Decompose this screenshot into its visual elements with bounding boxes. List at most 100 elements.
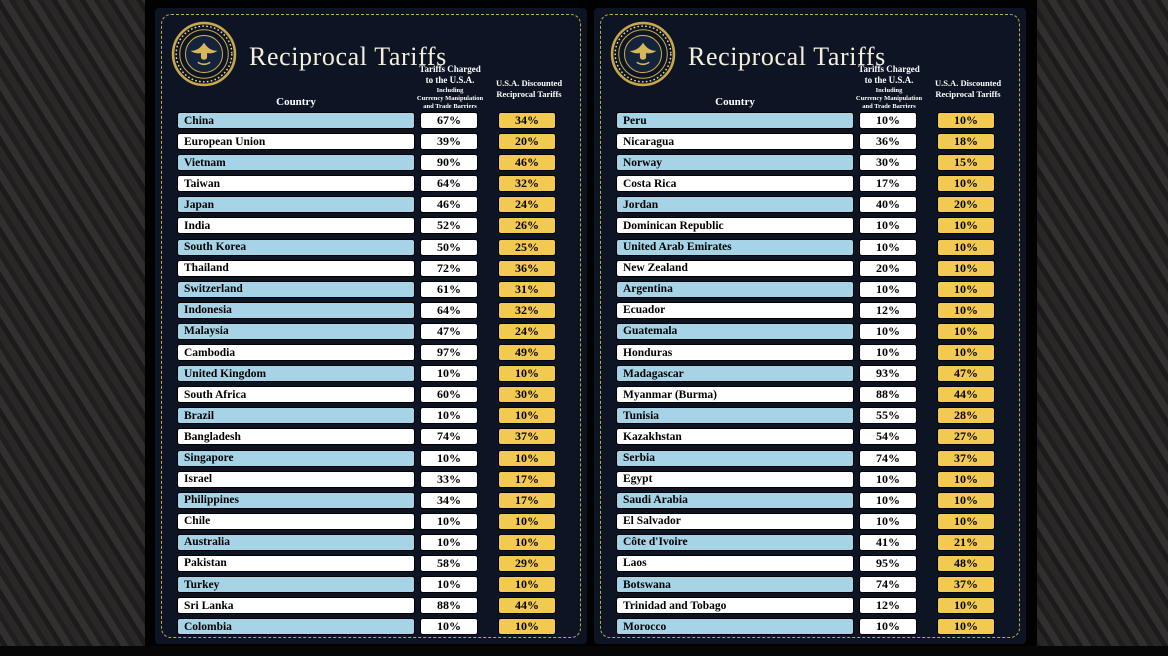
country-cell: Pakistan — [177, 554, 415, 572]
table-row: Dominican Republic 10% 10% — [616, 217, 1008, 235]
discounted-tariff-cell: 37% — [498, 428, 556, 446]
charged-tariff-cell: 88% — [859, 386, 917, 404]
discounted-tariff-cell: 28% — [937, 407, 995, 425]
discounted-tariff-cell: 32% — [498, 301, 556, 319]
table-row: El Salvador 10% 10% — [616, 512, 1008, 530]
discounted-tariff-cell: 10% — [937, 238, 995, 256]
charged-column-header: Tariffs Charged to the U.S.A. Including … — [409, 64, 491, 112]
table-row: Chile 10% 10% — [177, 512, 569, 530]
country-cell: Sri Lanka — [177, 597, 415, 615]
country-cell: Bangladesh — [177, 428, 415, 446]
discounted-tariff-cell: 48% — [937, 554, 995, 572]
discounted-tariff-cell: 10% — [498, 407, 556, 425]
country-cell: Ecuador — [616, 301, 854, 319]
discounted-tariff-cell: 10% — [498, 449, 556, 467]
table-row: Botswana 74% 37% — [616, 576, 1008, 594]
country-cell: Myanmar (Burma) — [616, 386, 854, 404]
board-title: Reciprocal Tariffs — [688, 42, 886, 71]
table-row: China 67% 34% — [177, 112, 569, 129]
table-row: South Africa 60% 30% — [177, 386, 569, 404]
tariff-board-right: Reciprocal Tariffs Country Tariffs Charg… — [594, 8, 1026, 644]
charged-tariff-cell: 10% — [420, 365, 478, 383]
charged-tariff-cell: 41% — [859, 533, 917, 551]
discounted-tariff-cell: 20% — [498, 133, 556, 151]
charged-tariff-cell: 20% — [859, 259, 917, 277]
charged-tariff-cell: 61% — [420, 280, 478, 298]
charged-tariff-cell: 64% — [420, 175, 478, 193]
country-cell: Singapore — [177, 449, 415, 467]
charged-tariff-cell: 10% — [859, 618, 917, 636]
table-row: India 52% 26% — [177, 217, 569, 235]
country-cell: Brazil — [177, 407, 415, 425]
discounted-tariff-cell: 10% — [937, 344, 995, 362]
charged-tariff-cell: 10% — [859, 112, 917, 129]
discounted-tariff-cell: 10% — [498, 512, 556, 530]
country-cell: Cambodia — [177, 344, 415, 362]
country-cell: South Korea — [177, 238, 415, 256]
discounted-tariff-cell: 10% — [498, 576, 556, 594]
table-row: Ecuador 12% 10% — [616, 301, 1008, 319]
charged-tariff-cell: 10% — [420, 533, 478, 551]
charged-tariff-cell: 64% — [420, 301, 478, 319]
charged-tariff-cell: 93% — [859, 365, 917, 383]
country-cell: Malaysia — [177, 322, 415, 340]
table-row: Norway 30% 15% — [616, 154, 1008, 172]
country-cell: Indonesia — [177, 301, 415, 319]
country-cell: United Arab Emirates — [616, 238, 854, 256]
discounted-tariff-cell: 24% — [498, 196, 556, 214]
table-row: European Union 39% 20% — [177, 133, 569, 151]
discounted-tariff-cell: 10% — [937, 618, 995, 636]
discounted-tariff-cell: 32% — [498, 175, 556, 193]
table-row: Sri Lanka 88% 44% — [177, 597, 569, 615]
charged-tariff-cell: 50% — [420, 238, 478, 256]
table-row: Turkey 10% 10% — [177, 576, 569, 594]
table-row: Argentina 10% 10% — [616, 280, 1008, 298]
table-row: Peru 10% 10% — [616, 112, 1008, 129]
table-row: Switzerland 61% 31% — [177, 280, 569, 298]
charged-tariff-cell: 10% — [859, 470, 917, 488]
charged-tariff-cell: 10% — [859, 322, 917, 340]
country-cell: Egypt — [616, 470, 854, 488]
charged-tariff-cell: 10% — [420, 618, 478, 636]
presidential-seal-icon — [610, 21, 676, 87]
charged-tariff-cell: 10% — [420, 449, 478, 467]
discounted-tariff-cell: 25% — [498, 238, 556, 256]
discounted-tariff-cell: 30% — [498, 386, 556, 404]
country-cell: Côte d'Ivoire — [616, 533, 854, 551]
country-cell: Switzerland — [177, 280, 415, 298]
table-row: Morocco 10% 10% — [616, 618, 1008, 636]
table-row: Costa Rica 17% 10% — [616, 175, 1008, 193]
table-row: Colombia 10% 10% — [177, 618, 569, 636]
charged-tariff-cell: 74% — [859, 449, 917, 467]
table-row: Honduras 10% 10% — [616, 344, 1008, 362]
country-cell: Turkey — [177, 576, 415, 594]
discounted-tariff-cell: 10% — [937, 491, 995, 509]
charged-tariff-cell: 46% — [420, 196, 478, 214]
country-column-header: Country — [276, 96, 316, 108]
discounted-tariff-cell: 10% — [937, 259, 995, 277]
table-row: Madagascar 93% 47% — [616, 365, 1008, 383]
country-cell: Tunisia — [616, 407, 854, 425]
table-row: New Zealand 20% 10% — [616, 259, 1008, 277]
country-cell: Costa Rica — [616, 175, 854, 193]
country-cell: Israel — [177, 470, 415, 488]
charged-tariff-cell: 10% — [859, 512, 917, 530]
charged-column-header-sub: Including Currency Manipulation and Trad… — [416, 87, 484, 111]
table-row: Serbia 74% 37% — [616, 449, 1008, 467]
country-cell: Taiwan — [177, 175, 415, 193]
country-cell: Guatemala — [616, 322, 854, 340]
table-row: Vietnam 90% 46% — [177, 154, 569, 172]
charged-tariff-cell: 30% — [859, 154, 917, 172]
country-cell: Norway — [616, 154, 854, 172]
charged-tariff-cell: 12% — [859, 301, 917, 319]
discounted-column-header: U.S.A. Discounted Reciprocal Tariffs — [495, 78, 563, 99]
country-cell: Botswana — [616, 576, 854, 594]
charged-tariff-cell: 74% — [859, 576, 917, 594]
country-cell: China — [177, 112, 415, 129]
table-row: Indonesia 64% 32% — [177, 301, 569, 319]
discounted-tariff-cell: 10% — [937, 322, 995, 340]
charged-tariff-cell: 72% — [420, 259, 478, 277]
charged-tariff-cell: 34% — [420, 491, 478, 509]
charged-tariff-cell: 10% — [420, 512, 478, 530]
